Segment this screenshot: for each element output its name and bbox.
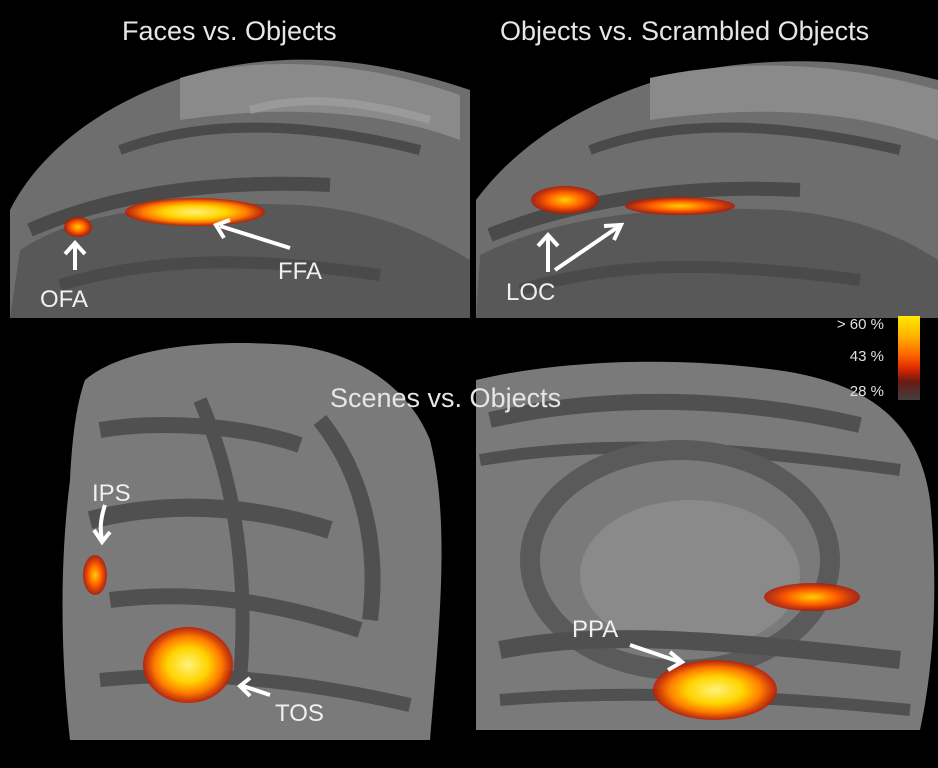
- panel-title-scenes-vs-objects: Scenes vs. Objects: [330, 383, 562, 413]
- label-ppa: PPA: [572, 616, 619, 643]
- colorbar-tick-max: > 60 %: [836, 316, 884, 333]
- rsc-activation: [764, 583, 860, 611]
- loc-activation-anterior: [625, 197, 735, 215]
- ppa-arrow: [629, 643, 681, 664]
- ppa-activation: [653, 660, 777, 720]
- panel-title-faces-vs-objects: Faces vs. Objects: [122, 16, 337, 46]
- colorbar-tick-min: 28 %: [849, 383, 884, 400]
- ips-activation: [83, 555, 107, 595]
- panel-title-objects-vs-scrambled: Objects vs. Scrambled Objects: [500, 16, 870, 46]
- label-tos: TOS: [275, 700, 324, 727]
- tos-activation: [143, 627, 233, 703]
- ofa-activation: [64, 217, 92, 237]
- colorbar: [898, 316, 920, 400]
- label-loc: LOC: [506, 279, 556, 306]
- tos-arrow: [242, 684, 271, 697]
- brain-top-left: [10, 59, 470, 318]
- ffa-activation: [125, 198, 265, 226]
- brain-top-right: [476, 61, 938, 319]
- loc-arrow-right: [553, 225, 620, 272]
- brain-bottom-right: [476, 361, 935, 730]
- ffa-arrow: [219, 224, 291, 250]
- label-ofa: OFA: [40, 286, 89, 313]
- label-ffa: FFA: [278, 258, 323, 285]
- loc-activation-posterior: [531, 186, 599, 214]
- ips-arrow: [98, 504, 107, 541]
- label-ips: IPS: [92, 480, 131, 507]
- brain-bottom-left: [62, 343, 442, 740]
- colorbar-tick-mid: 43 %: [849, 348, 884, 365]
